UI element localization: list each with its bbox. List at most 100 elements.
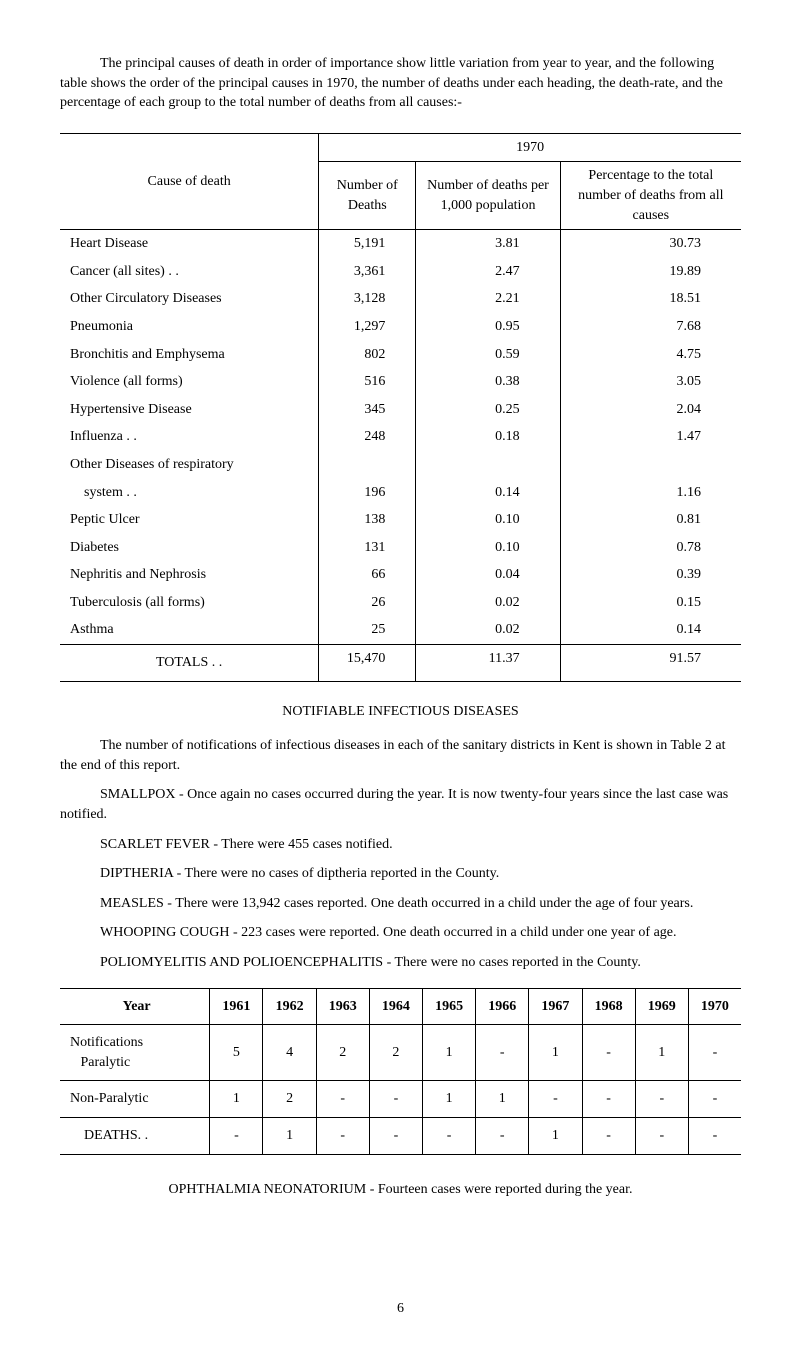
rate-cell: 0.18 bbox=[416, 423, 560, 451]
row-label: Notifications Paralytic bbox=[60, 1025, 210, 1081]
cause-cell: system . . bbox=[60, 479, 319, 507]
num-cell: 516 bbox=[319, 368, 416, 396]
cause-cell: Diabetes bbox=[60, 534, 319, 562]
rate-cell bbox=[416, 451, 560, 479]
cause-cell: Tuberculosis (all forms) bbox=[60, 589, 319, 617]
ophthalmia-para: OPHTHALMIA NEONATORIUM - Fourteen cases … bbox=[60, 1180, 741, 1200]
pct-cell: 4.75 bbox=[560, 341, 741, 369]
year-header-cell: 1965 bbox=[423, 988, 476, 1025]
notifiable-heading: NOTIFIABLE INFECTIOUS DISEASES bbox=[60, 702, 741, 722]
pct-cell: 0.39 bbox=[560, 561, 741, 589]
cause-cell: Influenza . . bbox=[60, 423, 319, 451]
num-cell: 26 bbox=[319, 589, 416, 617]
num-cell: 25 bbox=[319, 616, 416, 644]
num-cell bbox=[319, 451, 416, 479]
data-cell: - bbox=[688, 1025, 741, 1081]
data-cell: - bbox=[476, 1025, 529, 1081]
pct-cell: 30.73 bbox=[560, 230, 741, 258]
rate-cell: 2.47 bbox=[416, 258, 560, 286]
data-cell: 1 bbox=[423, 1081, 476, 1118]
measles-para: MEASLES - There were 13,942 cases report… bbox=[60, 894, 741, 914]
num-cell: 3,361 bbox=[319, 258, 416, 286]
data-cell: - bbox=[529, 1081, 582, 1118]
num-cell: 248 bbox=[319, 423, 416, 451]
year-header-cell: 1969 bbox=[635, 988, 688, 1025]
cause-cell: Peptic Ulcer bbox=[60, 506, 319, 534]
num-cell: 3,128 bbox=[319, 285, 416, 313]
data-cell: - bbox=[369, 1117, 422, 1154]
intro-paragraph: The principal causes of death in order o… bbox=[60, 54, 741, 113]
year-header-cell: 1964 bbox=[369, 988, 422, 1025]
rate-cell: 0.14 bbox=[416, 479, 560, 507]
col-header-rate: Number of deaths per 1,000 population bbox=[416, 162, 560, 230]
cause-cell: Heart Disease bbox=[60, 230, 319, 258]
data-cell: - bbox=[582, 1117, 635, 1154]
totals-pct: 91.57 bbox=[560, 645, 741, 682]
data-cell: 1 bbox=[423, 1025, 476, 1081]
data-cell: 5 bbox=[210, 1025, 263, 1081]
scarlet-fever-para: SCARLET FEVER - There were 455 cases not… bbox=[60, 835, 741, 855]
year-col-header: Year bbox=[60, 988, 210, 1025]
data-cell: - bbox=[582, 1025, 635, 1081]
num-cell: 1,297 bbox=[319, 313, 416, 341]
pct-cell: 1.16 bbox=[560, 479, 741, 507]
pct-cell: 1.47 bbox=[560, 423, 741, 451]
num-cell: 138 bbox=[319, 506, 416, 534]
data-cell: 1 bbox=[635, 1025, 688, 1081]
year-header-cell: 1963 bbox=[316, 988, 369, 1025]
rate-cell: 0.95 bbox=[416, 313, 560, 341]
rate-cell: 0.02 bbox=[416, 589, 560, 617]
num-cell: 196 bbox=[319, 479, 416, 507]
cause-cell: Asthma bbox=[60, 616, 319, 644]
pct-cell: 0.14 bbox=[560, 616, 741, 644]
data-cell: - bbox=[635, 1081, 688, 1118]
data-cell: - bbox=[582, 1081, 635, 1118]
data-cell: - bbox=[369, 1081, 422, 1118]
pct-cell: 19.89 bbox=[560, 258, 741, 286]
notifiable-intro: The number of notifications of infectiou… bbox=[60, 736, 741, 775]
cause-cell: Other Circulatory Diseases bbox=[60, 285, 319, 313]
num-cell: 131 bbox=[319, 534, 416, 562]
data-cell: 2 bbox=[369, 1025, 422, 1081]
rate-cell: 0.59 bbox=[416, 341, 560, 369]
data-cell: - bbox=[476, 1117, 529, 1154]
year-header-cell: 1966 bbox=[476, 988, 529, 1025]
data-cell: 1 bbox=[210, 1081, 263, 1118]
year-header-cell: 1968 bbox=[582, 988, 635, 1025]
year-header-cell: 1962 bbox=[263, 988, 316, 1025]
data-cell: 1 bbox=[529, 1117, 582, 1154]
cause-cell: Cancer (all sites) . . bbox=[60, 258, 319, 286]
row-label: DEATHS. . bbox=[60, 1117, 210, 1154]
rate-cell: 0.10 bbox=[416, 506, 560, 534]
pct-cell: 3.05 bbox=[560, 368, 741, 396]
num-cell: 802 bbox=[319, 341, 416, 369]
totals-rate: 11.37 bbox=[416, 645, 560, 682]
totals-num: 15,470 bbox=[319, 645, 416, 682]
num-cell: 66 bbox=[319, 561, 416, 589]
data-cell: 1 bbox=[529, 1025, 582, 1081]
cause-cell: Bronchitis and Emphysema bbox=[60, 341, 319, 369]
year-header-cell: 1961 bbox=[210, 988, 263, 1025]
smallpox-para: SMALLPOX - Once again no cases occurred … bbox=[60, 785, 741, 824]
pct-cell bbox=[560, 451, 741, 479]
data-cell: 2 bbox=[316, 1025, 369, 1081]
data-cell: 1 bbox=[476, 1081, 529, 1118]
cause-cell: Hypertensive Disease bbox=[60, 396, 319, 424]
pct-cell: 0.81 bbox=[560, 506, 741, 534]
rate-cell: 0.10 bbox=[416, 534, 560, 562]
page-number: 6 bbox=[60, 1299, 741, 1319]
col-header-number: Number of Deaths bbox=[319, 162, 416, 230]
causes-of-death-table: Cause of death 1970 Number of Deaths Num… bbox=[60, 133, 741, 682]
num-cell: 5,191 bbox=[319, 230, 416, 258]
pct-cell: 7.68 bbox=[560, 313, 741, 341]
data-cell: - bbox=[423, 1117, 476, 1154]
pct-cell: 0.78 bbox=[560, 534, 741, 562]
col-header-cause: Cause of death bbox=[60, 133, 319, 229]
data-cell: 4 bbox=[263, 1025, 316, 1081]
year-header: 1970 bbox=[319, 133, 741, 162]
data-cell: - bbox=[316, 1117, 369, 1154]
polio-table: Year196119621963196419651966196719681969… bbox=[60, 988, 741, 1155]
data-cell: - bbox=[688, 1117, 741, 1154]
rate-cell: 0.25 bbox=[416, 396, 560, 424]
polio-para: POLIOMYELITIS AND POLIOENCEPHALITIS - Th… bbox=[60, 953, 741, 973]
